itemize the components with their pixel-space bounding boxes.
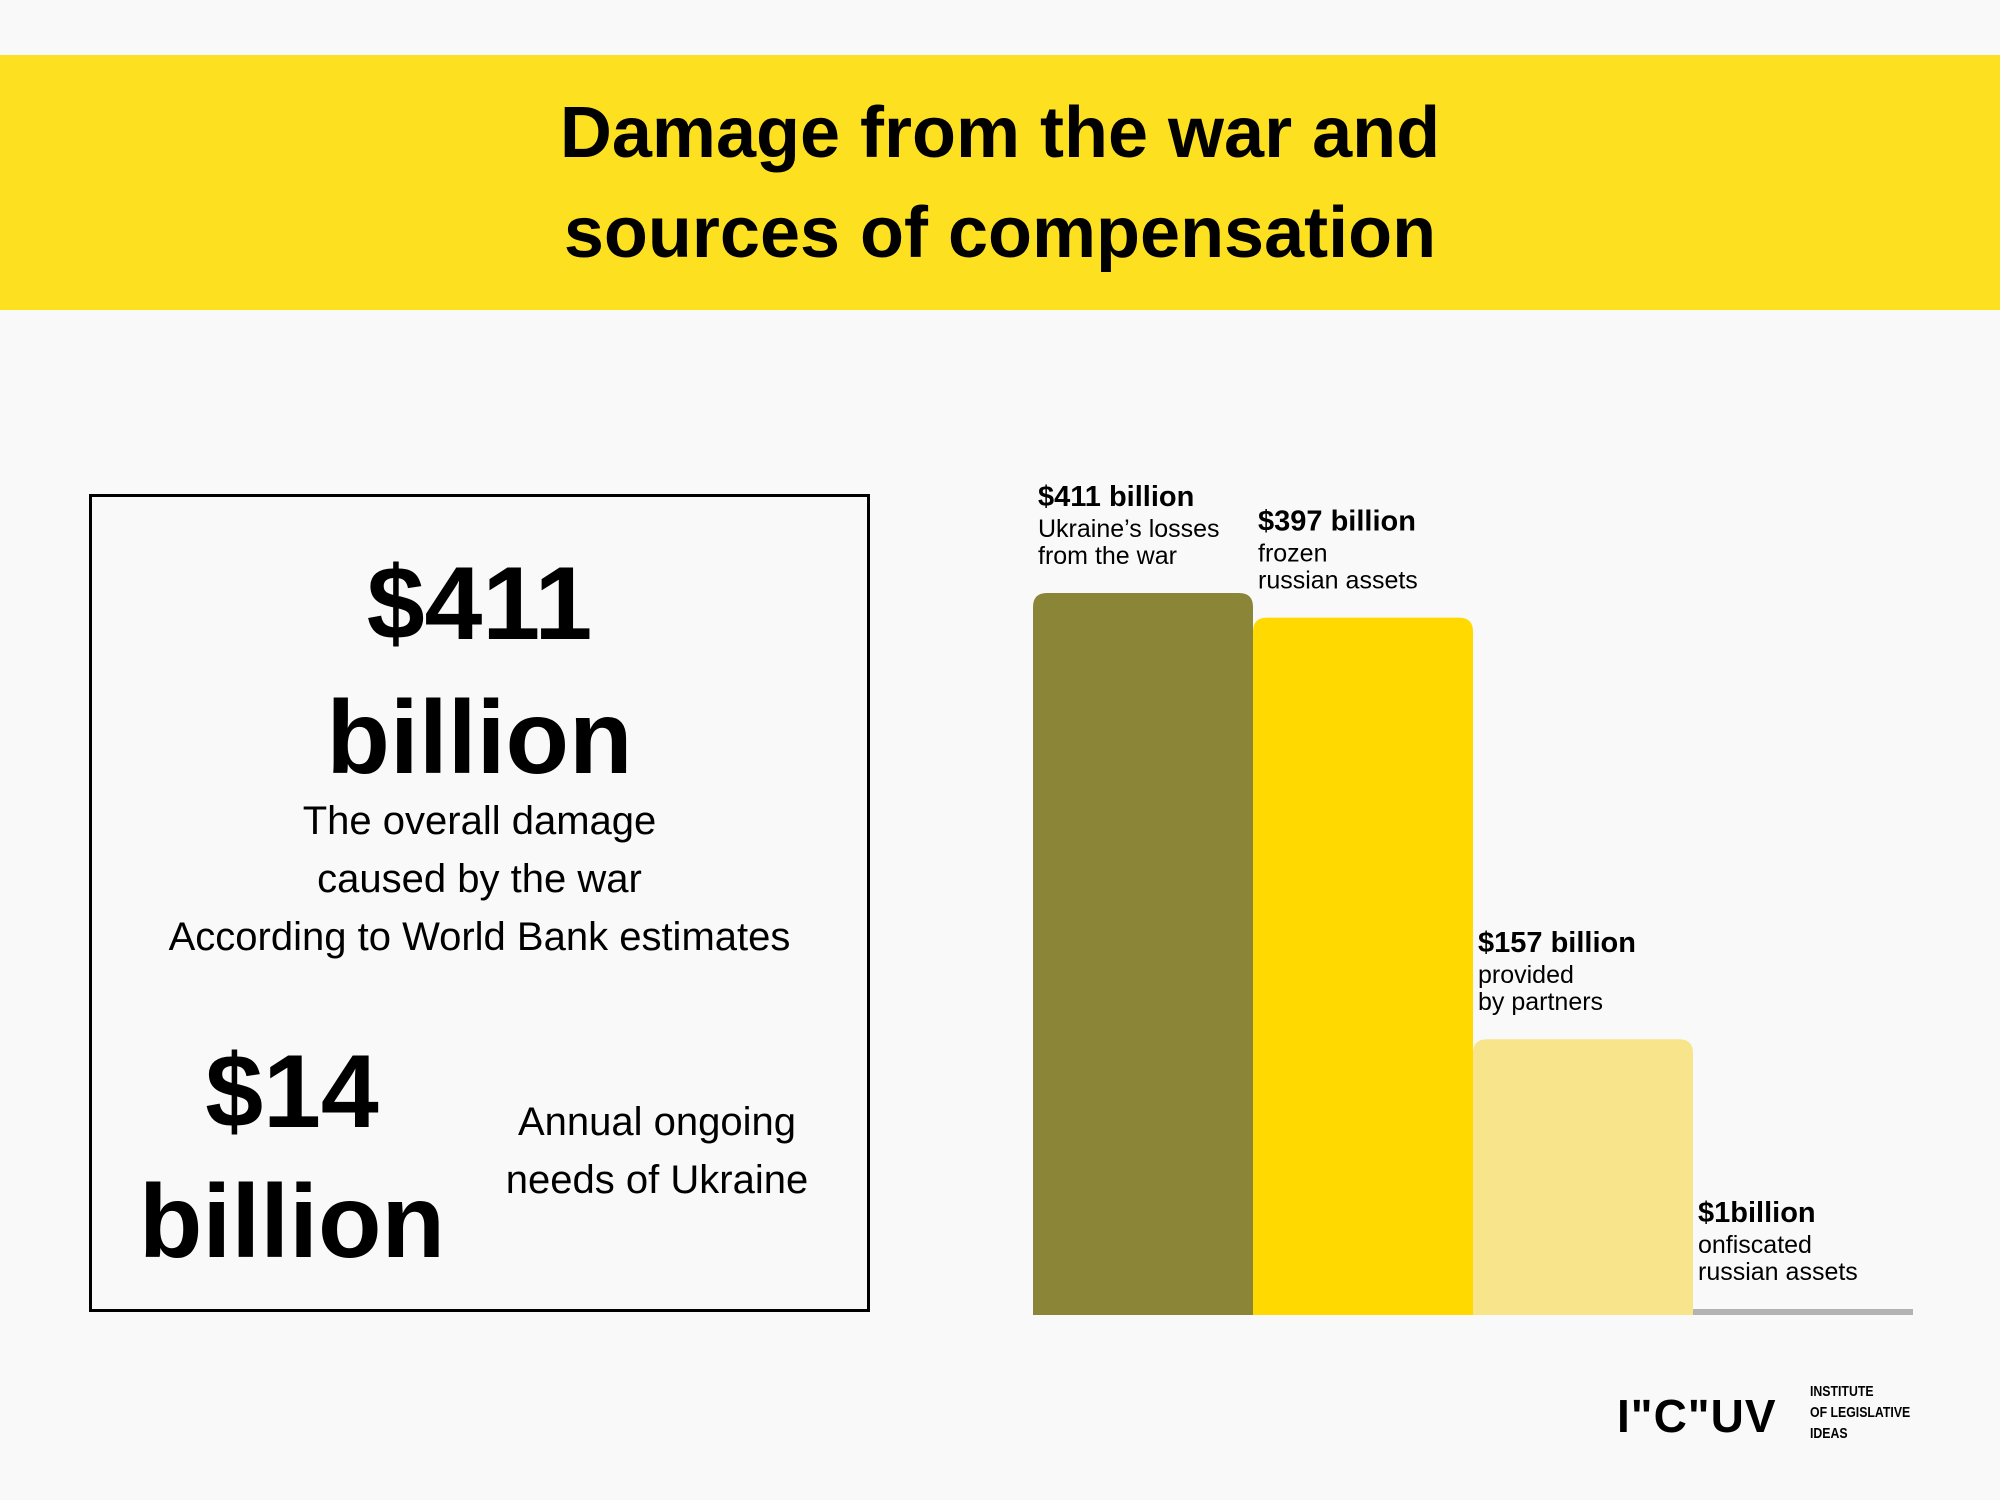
damage-value-amount: $411 xyxy=(366,546,593,662)
bar-category-label: from the war xyxy=(1038,542,1177,570)
bar-category-label: Ukraine’s losses xyxy=(1038,515,1220,543)
damage-total-value: $411 billion xyxy=(92,537,867,805)
title-line-1: Damage from the war and xyxy=(559,92,1441,173)
bar-4 xyxy=(1693,1309,1913,1315)
damage-desc-line: caused by the war xyxy=(317,857,642,901)
damage-desc-line: The overall damage xyxy=(302,799,657,843)
bar-category-label: russian assets xyxy=(1258,567,1418,595)
title-banner: Damage from the war and sources of compe… xyxy=(0,55,2000,310)
institute-logo-mark: I"C"UV xyxy=(1617,1390,1777,1442)
institute-name-line: IDEAS xyxy=(1810,1425,1848,1442)
bar-value-label: $157 billion xyxy=(1478,927,1636,959)
summary-box: $411 billion The overall damage caused b… xyxy=(89,494,870,1312)
damage-desc-line: According to World Bank estimates xyxy=(168,915,791,959)
bar-3 xyxy=(1473,1039,1693,1315)
annual-desc-line: Annual ongoing xyxy=(517,1100,797,1144)
bar-2 xyxy=(1253,617,1473,1315)
annual-needs-description: Annual ongoing needs of Ukraine xyxy=(462,1093,852,1209)
bar-category-label: frozen xyxy=(1258,540,1327,568)
annual-needs-value: $14 billion xyxy=(132,1027,452,1287)
bar-category-label: onfiscated xyxy=(1698,1231,1812,1259)
institute-name-line: INSTITUTE xyxy=(1810,1383,1874,1400)
damage-value-unit: billion xyxy=(326,680,633,796)
bar-value-label: $1billion xyxy=(1698,1197,1816,1229)
annual-value-amount: $14 xyxy=(205,1034,379,1150)
institute-name-line: OF LEGISLATIVE xyxy=(1810,1404,1911,1421)
bar-category-label: russian assets xyxy=(1698,1258,1858,1286)
page-title: Damage from the war and sources of compe… xyxy=(560,83,1440,283)
bar-value-label: $411 billion xyxy=(1038,481,1194,513)
annual-desc-line: needs of Ukraine xyxy=(505,1158,809,1202)
bar-category-label: by partners xyxy=(1478,988,1603,1016)
damage-description: The overall damage caused by the war Acc… xyxy=(92,792,867,966)
bar-value-label: $397 billion xyxy=(1258,506,1416,538)
title-line-2: sources of compensation xyxy=(563,192,1437,273)
annual-value-unit: billion xyxy=(138,1164,446,1280)
bar-category-label: provided xyxy=(1478,961,1574,989)
bar-1 xyxy=(1033,593,1253,1315)
institute-name: INSTITUTE OF LEGISLATIVE IDEAS xyxy=(1810,1381,1910,1444)
